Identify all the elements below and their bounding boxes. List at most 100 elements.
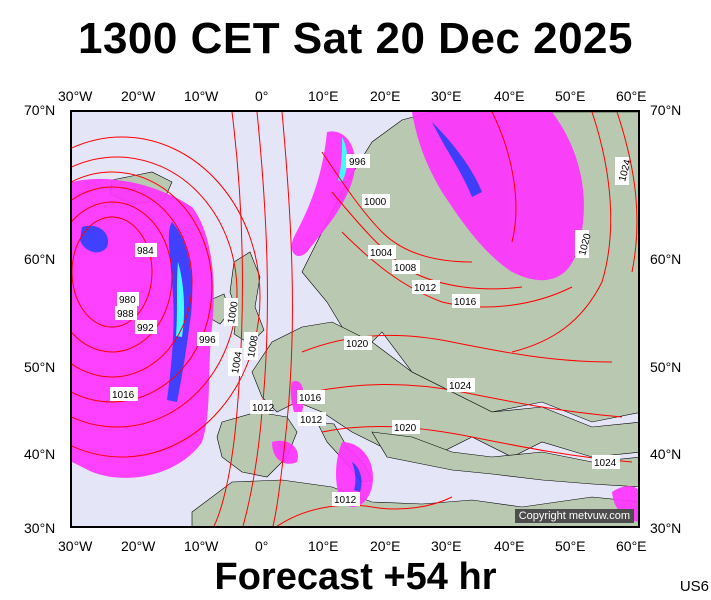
label-box [298,412,326,426]
isobar-label: 1000 [226,300,241,324]
forecast-map[interactable]: 996 1000 1004 1008 1012 1016 1024 1020 9… [70,110,640,528]
norway-precip [291,131,356,257]
isobar [272,112,293,526]
isobar-label: 1012 [414,283,437,294]
label-box [332,492,360,506]
isobar-label: 1020 [346,339,369,350]
isobar-label: 980 [119,295,136,306]
label-box [412,280,440,294]
lon-tick: 20°W [121,88,156,104]
isobar [72,171,213,403]
lat-tick: 30°N [650,520,682,536]
lon-tick: 20°W [121,538,156,554]
isobar [72,186,193,378]
isobar-label: 996 [199,335,216,346]
isobar [321,151,473,263]
lon-tick: 0° [255,538,269,554]
label-box [224,298,238,326]
frontal-band-extreme [176,262,185,337]
lon-tick: 30°E [431,538,462,554]
isobar-label: 1020 [394,423,417,434]
arctic-precip-heavy [432,122,482,197]
label-box [250,400,272,414]
lat-tick: 30°N [24,520,56,536]
lat-tick: 50°N [24,359,56,375]
mediterranean-precip [272,440,298,464]
lon-tick: 40°E [494,538,525,554]
isobar-label: 992 [137,323,154,334]
lon-tick: 30°W [58,538,93,554]
label-box [592,455,620,469]
lon-tick: 30°W [58,88,93,104]
label-box [244,332,258,360]
central-med-precip [336,442,373,507]
lon-tick: 30°E [431,88,462,104]
lon-tick: 10°W [184,88,219,104]
lon-tick: 10°W [184,538,219,554]
isobar [491,112,517,243]
label-box [368,245,396,259]
label-box [344,336,372,350]
lon-tick: 40°E [494,88,525,104]
lat-tick: 50°N [650,359,682,375]
isobar [321,426,633,463]
isobar [72,201,173,353]
forecast-label: Forecast +54 hr [214,556,497,598]
label-box [615,157,629,185]
lon-tick: 20°E [370,88,401,104]
isobar [72,216,153,328]
isobar-label: 1012 [334,495,357,506]
isobar [276,496,453,526]
lon-tick: 0° [255,88,269,104]
label-box [197,332,219,346]
label-box [115,306,137,320]
isobar-label: 1008 [394,263,417,274]
norway-precip-extreme [338,137,348,182]
label-box [117,292,139,306]
region-code: US6 [679,578,709,595]
lon-tick: 10°E [308,538,339,554]
isobar [242,112,268,526]
isobar-label: 1016 [299,393,322,404]
turkey-balkans-land [371,431,638,488]
isobar-label: 1016 [454,297,477,308]
lat-tick: 60°N [650,251,682,267]
isobar-label: 1012 [300,415,323,426]
label-box [346,154,370,168]
isobar-label: 988 [117,309,134,320]
label-box [228,348,242,376]
isobar-label: 1016 [112,390,135,401]
map-title: 1300 CET Sat 20 Dec 2025 [77,14,634,63]
label-box [110,387,138,401]
copyright-badge[interactable]: Copyright metvuw.com [514,509,634,523]
label-box [297,390,325,404]
central-med-heavy [352,462,362,492]
isobar-label: 1012 [252,403,275,414]
label-box [135,243,157,257]
lat-tick: 70°N [650,102,682,118]
isobar-label: 1004 [370,248,393,259]
label-box [392,260,420,274]
isobar-label: 1024 [449,381,472,392]
label-box [135,320,157,334]
isobar [72,156,238,428]
isobar-label: 1000 [364,197,387,208]
lat-tick: 40°N [24,446,56,462]
map-canvas: 996 1000 1004 1008 1012 1016 1024 1020 9… [72,112,638,526]
lon-tick: 60°E [616,538,647,554]
lon-tick: 10°E [308,88,339,104]
label-box [447,378,475,392]
lat-tick: 60°N [24,251,56,267]
lon-tick: 20°E [370,538,401,554]
isobar-labels: 996 1000 1004 1008 1012 1016 1024 1020 9… [110,154,634,506]
label-box [362,194,390,208]
lon-tick: 50°E [555,538,586,554]
isobar [72,136,261,458]
lon-tick: 50°E [555,88,586,104]
isobar-label: 996 [349,157,366,168]
isobar [616,112,638,273]
isobar-label: 984 [137,246,154,257]
isobar [511,112,612,353]
lat-tick: 40°N [650,446,682,462]
isobar-label: 1024 [594,458,617,469]
